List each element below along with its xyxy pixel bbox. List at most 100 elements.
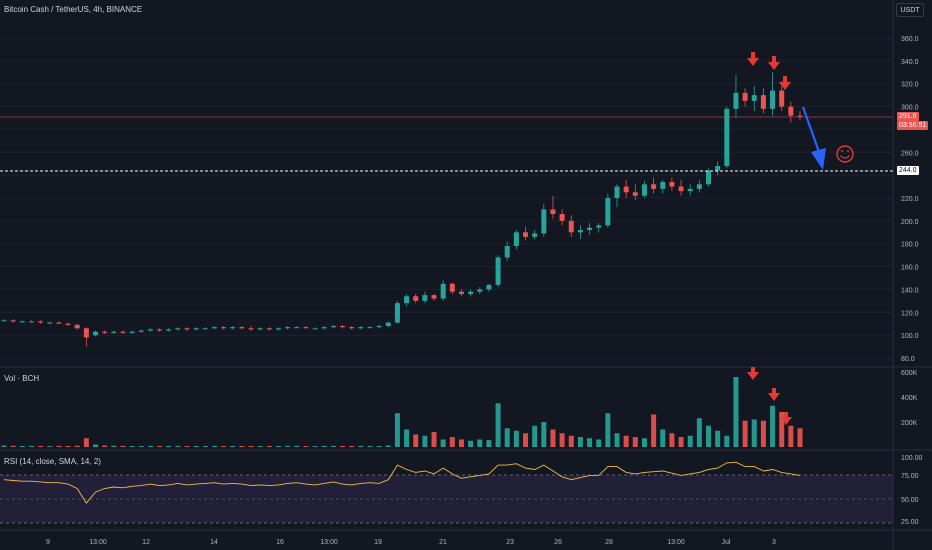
volume-bar[interactable] <box>660 429 666 448</box>
price-axis[interactable]: 360.0 340.0 320.0 300.0 260.0 220.0 200.0 180.0… <box>901 36 919 363</box>
candle-body[interactable] <box>394 303 400 323</box>
candle-body[interactable] <box>138 330 144 332</box>
smiley-face-icon[interactable] <box>836 145 854 163</box>
volume-bar[interactable] <box>394 413 400 447</box>
volume-bar[interactable] <box>559 433 565 447</box>
volume-bar[interactable] <box>605 413 611 447</box>
candle-body[interactable] <box>431 295 437 299</box>
volume-bar[interactable] <box>257 446 263 447</box>
candle-body[interactable] <box>102 331 108 333</box>
volume-bar[interactable] <box>138 446 144 447</box>
volume-bar[interactable] <box>248 446 254 447</box>
candle-body[interactable] <box>147 329 153 331</box>
down-arrow-icon[interactable] <box>747 52 759 66</box>
candle-body[interactable] <box>587 227 593 230</box>
candle-body[interactable] <box>257 328 263 330</box>
volume-bar[interactable] <box>294 445 300 447</box>
candle-body[interactable] <box>504 246 510 258</box>
candle-body[interactable] <box>797 115 803 117</box>
candle-body[interactable] <box>577 230 583 233</box>
candle-body[interactable] <box>523 232 529 237</box>
volume-bar[interactable] <box>157 446 163 447</box>
volume-bar[interactable] <box>468 440 474 447</box>
volume-bar[interactable] <box>340 446 346 447</box>
candle-body[interactable] <box>742 92 748 101</box>
volume-bar[interactable] <box>751 419 757 448</box>
volume-bar[interactable] <box>56 445 62 447</box>
volume-bar[interactable] <box>687 435 693 447</box>
volume-bar[interactable] <box>184 446 190 447</box>
volume-bar[interactable] <box>147 445 153 447</box>
volume-bar[interactable] <box>221 446 227 447</box>
candle-body[interactable] <box>614 186 620 198</box>
volume-bar[interactable] <box>715 430 721 447</box>
volume-bar[interactable] <box>92 444 98 448</box>
volume-bar[interactable] <box>358 445 364 447</box>
volume-bar[interactable] <box>770 405 776 447</box>
candle-body[interactable] <box>47 322 53 324</box>
volume-bar[interactable] <box>696 418 702 447</box>
down-arrow-icon[interactable] <box>779 76 791 90</box>
trend-arrow-icon[interactable] <box>801 106 826 170</box>
candle-body[interactable] <box>559 214 565 221</box>
candle-body[interactable] <box>651 184 657 189</box>
volume-bar[interactable] <box>376 446 382 447</box>
candle-body[interactable] <box>321 327 327 329</box>
volume-bar[interactable] <box>275 446 281 447</box>
volume-bar[interactable] <box>413 434 419 448</box>
volume-bar[interactable] <box>120 445 126 447</box>
candle-body[interactable] <box>166 329 172 331</box>
candle-body[interactable] <box>513 232 519 246</box>
candle-body[interactable] <box>28 321 34 323</box>
candle-body[interactable] <box>696 184 702 189</box>
volume-bar[interactable] <box>321 445 327 447</box>
candle-body[interactable] <box>74 324 80 329</box>
volume-bar[interactable] <box>623 435 629 447</box>
candle-body[interactable] <box>340 326 346 328</box>
candle-body[interactable] <box>19 321 25 323</box>
volume-bar[interactable] <box>166 446 172 447</box>
candle-body[interactable] <box>733 92 739 109</box>
candle-body[interactable] <box>157 329 163 331</box>
candle-body[interactable] <box>706 170 712 185</box>
candle-body[interactable] <box>294 327 300 329</box>
volume-bar[interactable] <box>523 433 529 447</box>
candle-body[interactable] <box>404 296 410 304</box>
volume-bar[interactable] <box>477 439 483 448</box>
volume-bar[interactable] <box>303 446 309 447</box>
volume-bar[interactable] <box>193 446 199 447</box>
volume-bar[interactable] <box>724 435 730 447</box>
volume-bar[interactable] <box>38 446 44 447</box>
volume-bar[interactable] <box>349 446 355 447</box>
candle-body[interactable] <box>687 188 693 192</box>
volume-bar[interactable] <box>266 446 272 447</box>
volume-bar[interactable] <box>495 403 501 447</box>
candle-body[interactable] <box>303 327 309 329</box>
volume-bar[interactable] <box>28 445 34 447</box>
volume-bar[interactable] <box>1 445 7 448</box>
currency-button[interactable]: USDT <box>896 3 924 17</box>
volume-bar[interactable] <box>449 437 455 447</box>
volume-bar[interactable] <box>614 433 620 447</box>
candle-body[interactable] <box>211 327 217 329</box>
candle-body[interactable] <box>660 182 666 189</box>
candle-body[interactable] <box>751 95 757 101</box>
volume-bar[interactable] <box>239 446 245 447</box>
candle-body[interactable] <box>10 320 16 322</box>
volume-bar[interactable] <box>230 446 236 447</box>
candle-body[interactable] <box>358 327 364 329</box>
candle-body[interactable] <box>385 322 391 326</box>
candle-body[interactable] <box>770 90 776 109</box>
candle-body[interactable] <box>550 209 556 214</box>
rsi-pane-label[interactable]: RSI (14, close, SMA, 14, 2) <box>4 457 101 466</box>
candle-body[interactable] <box>541 209 547 234</box>
volume-bar[interactable] <box>175 445 181 447</box>
volume-bar[interactable] <box>568 435 574 447</box>
volume-bar[interactable] <box>504 428 510 447</box>
volume-bar[interactable] <box>458 439 464 448</box>
volume-bar[interactable] <box>330 445 336 447</box>
volume-bar[interactable] <box>532 425 538 447</box>
volume-bar[interactable] <box>83 438 89 447</box>
volume-bar[interactable] <box>440 439 446 448</box>
symbol-title[interactable]: Bitcoin Cash / TetherUS, 4h, BINANCE <box>4 5 143 14</box>
